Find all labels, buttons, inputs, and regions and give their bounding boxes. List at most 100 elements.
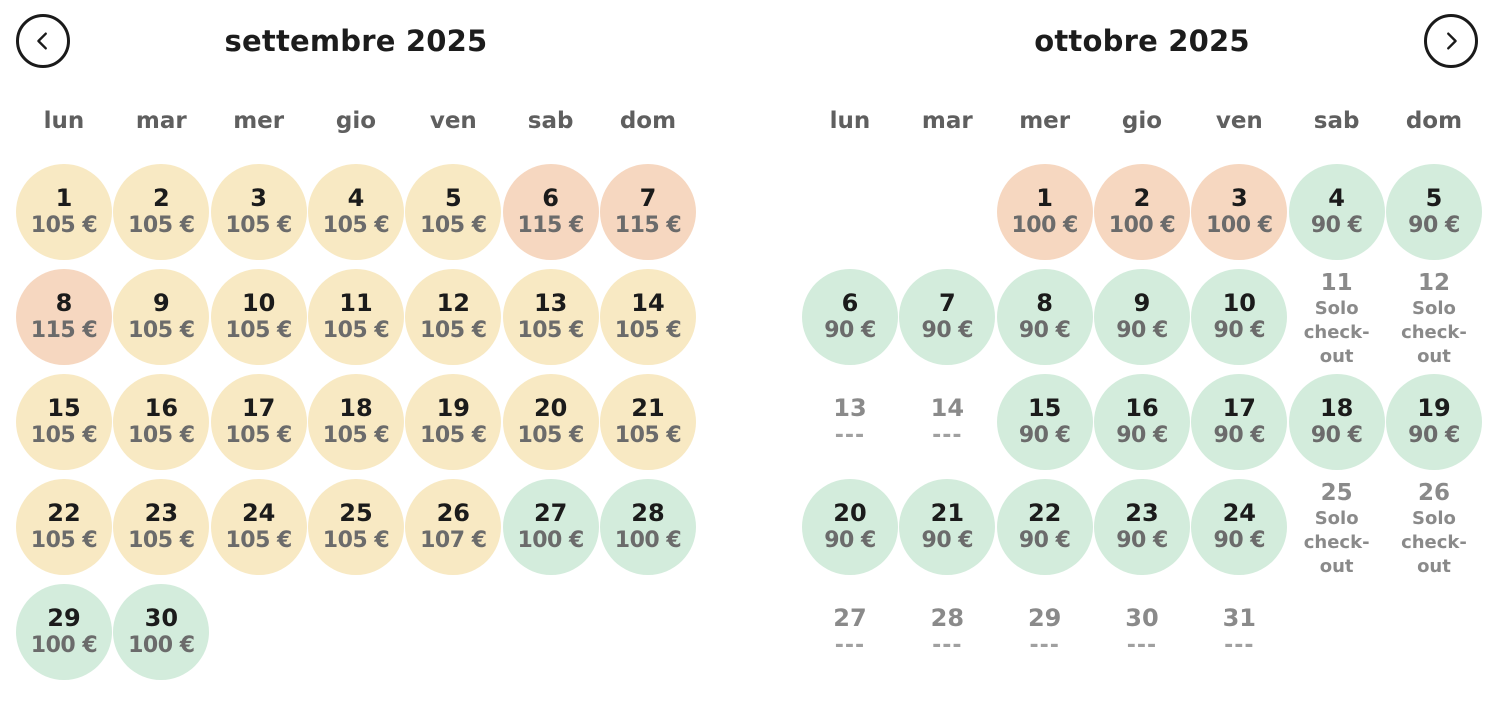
- day-cell[interactable]: 3 105 €: [210, 164, 307, 260]
- day-number: 1: [1036, 184, 1053, 212]
- day-cell[interactable]: 20 90 €: [802, 479, 898, 575]
- day-cell[interactable]: 21 90 €: [899, 479, 996, 575]
- day-number: 11: [339, 289, 373, 317]
- day-cell[interactable]: 7 90 €: [899, 269, 996, 365]
- weekday-label: mer: [233, 108, 285, 134]
- day-number: 23: [144, 499, 179, 527]
- day-cell[interactable]: 1 105 €: [16, 164, 112, 260]
- day-number: 24: [241, 499, 276, 527]
- day-price: 100 €: [128, 633, 195, 658]
- day-price: 100 €: [614, 528, 682, 553]
- day-cell[interactable]: 8 90 €: [996, 269, 1093, 365]
- day-cell[interactable]: 12 105 €: [405, 269, 502, 365]
- day-cell[interactable]: 9 90 €: [1093, 269, 1190, 365]
- day-price: 115 €: [517, 213, 584, 238]
- prev-month-button[interactable]: [16, 14, 70, 68]
- day-cell[interactable]: 2 100 €: [1093, 164, 1190, 260]
- day-cell[interactable]: 17 105 €: [210, 374, 307, 470]
- day-price: 105 €: [225, 213, 292, 238]
- day-cell[interactable]: 11 Solo check- out: [1289, 269, 1385, 367]
- day-number: 12: [1417, 270, 1450, 296]
- day-cell[interactable]: 25 105 €: [307, 479, 404, 575]
- day-cell[interactable]: 4 105 €: [307, 164, 404, 260]
- day-cell[interactable]: 23 90 €: [1093, 479, 1190, 575]
- day-cell[interactable]: 19 105 €: [405, 374, 502, 470]
- day-cell[interactable]: 1 100 €: [996, 164, 1093, 260]
- day-cell[interactable]: 3 100 €: [1191, 164, 1288, 260]
- day-cell[interactable]: 16 90 €: [1093, 374, 1190, 470]
- day-cell[interactable]: 10 90 €: [1191, 269, 1288, 365]
- day-cell[interactable]: 10 105 €: [210, 269, 307, 365]
- next-month-button[interactable]: [1424, 14, 1478, 68]
- weekday-label: gio: [1121, 108, 1163, 134]
- day-cell[interactable]: 24 90 €: [1191, 479, 1288, 575]
- day-cell[interactable]: 28 100 €: [599, 479, 696, 575]
- day-number: 17: [241, 394, 276, 422]
- day-price: 100 €: [1206, 213, 1273, 238]
- day-cell[interactable]: 6 90 €: [802, 269, 898, 365]
- day-cell: 14 ---: [899, 374, 995, 470]
- day-cell[interactable]: 14 105 €: [599, 269, 696, 365]
- day-cell[interactable]: 2 105 €: [113, 164, 210, 260]
- day-cell[interactable]: 15 90 €: [996, 374, 1093, 470]
- day-number: 1: [55, 184, 73, 212]
- day-price: 105 €: [614, 423, 682, 448]
- day-cell[interactable]: 30 100 €: [113, 584, 210, 680]
- day-cell[interactable]: 9 105 €: [113, 269, 210, 365]
- day-price: 105 €: [225, 423, 292, 448]
- day-cell[interactable]: 19 90 €: [1385, 374, 1482, 470]
- day-number: 2: [152, 184, 170, 212]
- day-number: 18: [1319, 394, 1354, 422]
- day-price: ---: [1126, 633, 1158, 658]
- day-number: 9: [1133, 289, 1151, 317]
- day-cell[interactable]: 26 107 €: [405, 479, 502, 575]
- day-number: 19: [436, 394, 471, 422]
- day-cell[interactable]: 22 90 €: [996, 479, 1093, 575]
- day-price: 105 €: [420, 423, 487, 448]
- day-cell[interactable]: 23 105 €: [113, 479, 210, 575]
- day-price: 100 €: [1108, 213, 1176, 238]
- day-cell[interactable]: 15 105 €: [16, 374, 112, 470]
- day-cell: 29 ---: [997, 584, 1093, 680]
- checkout-only-label: Solo check- out: [1303, 298, 1370, 367]
- day-cell[interactable]: 22 105 €: [16, 479, 112, 575]
- checkout-only-label: Solo check- out: [1303, 508, 1370, 577]
- chevron-left-icon: [37, 32, 47, 50]
- day-number: 21: [631, 394, 665, 422]
- day-cell[interactable]: 5 90 €: [1385, 164, 1482, 260]
- day-cell[interactable]: 16 105 €: [113, 374, 210, 470]
- day-number: 20: [833, 499, 867, 527]
- day-cell[interactable]: 24 105 €: [210, 479, 307, 575]
- day-cell[interactable]: 4 90 €: [1288, 164, 1385, 260]
- day-price: 105 €: [30, 528, 98, 553]
- day-cell[interactable]: 29 100 €: [16, 584, 112, 680]
- day-cell[interactable]: 11 105 €: [307, 269, 404, 365]
- day-cell[interactable]: 13 105 €: [502, 269, 599, 365]
- day-number: 16: [1125, 394, 1159, 422]
- day-cell[interactable]: 17 90 €: [1191, 374, 1288, 470]
- day-price: 105 €: [517, 423, 584, 448]
- day-cell[interactable]: 20 105 €: [502, 374, 599, 470]
- day-cell[interactable]: 18 90 €: [1288, 374, 1385, 470]
- day-cell[interactable]: 18 105 €: [307, 374, 404, 470]
- day-cell[interactable]: 7 115 €: [599, 164, 696, 260]
- day-cell[interactable]: 8 115 €: [16, 269, 112, 365]
- day-cell[interactable]: 26 Solo check- out: [1386, 479, 1482, 577]
- day-grid: 1 100 €2 100 €3 100 €4 90 €5 90 €6 90 €7 90 €8 9…: [802, 164, 1482, 684]
- day-price: ---: [834, 633, 866, 658]
- day-number: 29: [1027, 604, 1062, 632]
- day-price: 100 €: [1011, 213, 1078, 238]
- day-price: 105 €: [128, 213, 195, 238]
- day-number: 24: [1222, 499, 1257, 527]
- day-cell[interactable]: 25 Solo check- out: [1289, 479, 1385, 577]
- day-price: 105 €: [420, 213, 487, 238]
- day-cell[interactable]: 12 Solo check- out: [1386, 269, 1482, 367]
- day-number: 9: [152, 289, 170, 317]
- day-cell[interactable]: 21 105 €: [599, 374, 696, 470]
- day-price: 90 €: [1213, 318, 1266, 343]
- day-price: 90 €: [1116, 528, 1168, 553]
- day-cell[interactable]: 27 100 €: [502, 479, 599, 575]
- weekday-label: lun: [829, 108, 871, 134]
- day-cell[interactable]: 6 115 €: [502, 164, 599, 260]
- day-cell[interactable]: 5 105 €: [405, 164, 502, 260]
